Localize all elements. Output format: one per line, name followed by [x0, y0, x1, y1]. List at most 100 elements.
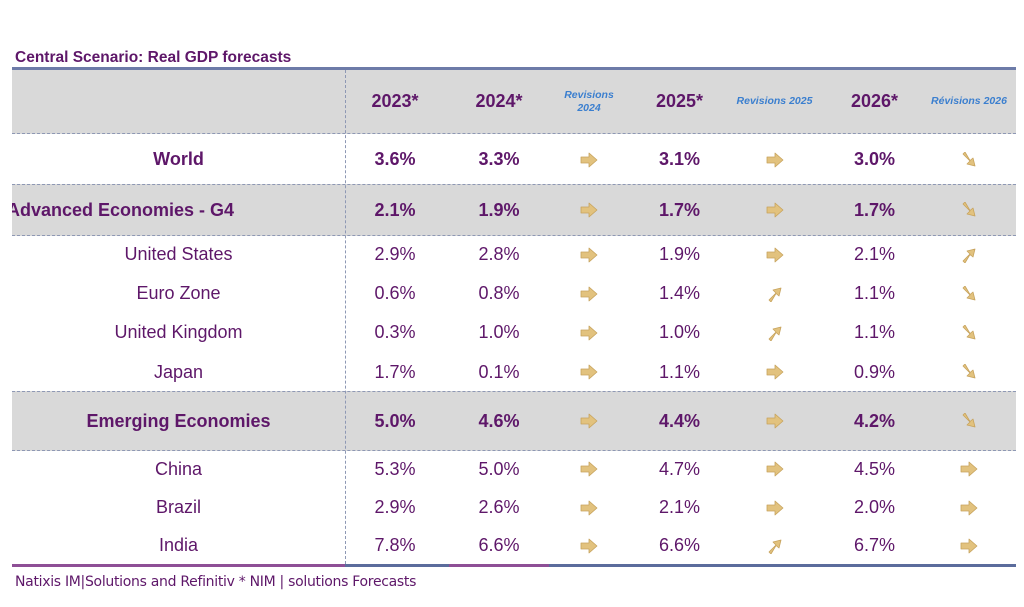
value-2025: 4.7% [658, 458, 701, 479]
arrow-right-icon [727, 450, 822, 488]
bottom-rule-segment [449, 564, 549, 567]
arrow-right-icon [922, 488, 1016, 527]
value-2023: 3.6% [374, 149, 416, 169]
value-2025: 4.4% [658, 410, 701, 431]
arrow-down-right-icon [922, 134, 1016, 185]
row-label: United States [124, 244, 233, 264]
table-row: Euro Zone 0.6% 0.8% 1.4% 1.1% [12, 274, 1016, 313]
value-2025: 2.1% [658, 497, 701, 517]
value-2023: 1.7% [374, 361, 416, 382]
value-2024: 5.0% [478, 458, 520, 479]
arrow-right-icon [549, 185, 629, 235]
bottom-rule-segment [549, 564, 1016, 567]
header-2025: 2025* [655, 91, 704, 111]
value-2023: 7.8% [374, 535, 416, 555]
arrow-down-right-icon [922, 185, 1016, 235]
top-rule [12, 67, 1016, 70]
value-2025: 1.4% [658, 283, 701, 303]
arrow-right-icon [549, 352, 629, 392]
row-label: Emerging Economies [86, 410, 271, 431]
arrow-right-icon [727, 352, 822, 392]
table-row: United States 2.9% 2.8% 1.9% 2.1% [12, 235, 1016, 274]
header-2023: 2023* [371, 91, 419, 111]
header-revisions-2024: Revisions 2024 [549, 70, 629, 133]
header-label [12, 70, 345, 133]
arrow-right-icon [727, 185, 822, 235]
arrow-right-icon [549, 450, 629, 488]
table-row: Emerging Economies 5.0% 4.6% 4.4% 4.2% [12, 391, 1016, 451]
value-2023: 0.6% [374, 283, 416, 303]
value-2025: 6.6% [658, 535, 701, 555]
header-row: 2023* 2024* Revisions 2024 2025* Revisio… [12, 70, 1016, 134]
value-2024: 1.0% [478, 322, 520, 342]
row-label: United Kingdom [114, 322, 243, 342]
value-2025: 1.1% [658, 361, 701, 382]
arrow-right-icon [549, 488, 629, 527]
bottom-rule-segment [345, 564, 449, 567]
value-2024: 1.9% [478, 199, 520, 220]
table-row: Advanced Economies - G4 2.1% 1.9% 1.7% 1.7% [12, 184, 1016, 236]
arrow-right-icon [727, 235, 822, 274]
arrow-down-right-icon [922, 352, 1016, 392]
arrow-right-icon [922, 527, 1016, 564]
row-label: World [153, 149, 204, 169]
row-label: Advanced Economies - G4 [12, 199, 235, 220]
arrow-up-right-icon [727, 527, 822, 564]
value-2023: 5.0% [374, 410, 416, 431]
arrow-up-right-icon [727, 313, 822, 352]
arrow-right-icon [549, 274, 629, 313]
arrow-up-right-icon [727, 274, 822, 313]
value-2026: 4.5% [853, 458, 896, 479]
arrow-right-icon [549, 392, 629, 450]
value-2024: 0.8% [478, 283, 520, 303]
header-revisions-2024-line2: 2024 [577, 101, 601, 114]
value-2026: 1.1% [853, 283, 896, 303]
arrow-right-icon [727, 392, 822, 450]
table-row: World 3.6% 3.3% 3.1% 3.0% [12, 134, 1016, 185]
value-2025: 1.9% [658, 244, 701, 264]
column-divider [345, 70, 346, 564]
arrow-down-right-icon [922, 274, 1016, 313]
header-revisions-2026: Révisions 2026 [931, 95, 1007, 107]
value-2025: 1.7% [658, 199, 701, 220]
value-2026: 6.7% [853, 535, 896, 555]
table-title: Central Scenario: Real GDP forecasts [15, 49, 292, 66]
arrow-right-icon [549, 134, 629, 185]
gdp-forecast-table: 2023* 2024* Revisions 2024 2025* Revisio… [12, 67, 1016, 567]
arrow-down-right-icon [922, 313, 1016, 352]
bottom-rule-segment [12, 564, 345, 567]
arrow-right-icon [727, 134, 822, 185]
value-2025: 1.0% [658, 322, 701, 342]
value-2023: 2.9% [374, 244, 416, 264]
arrow-down-right-icon [922, 392, 1016, 450]
value-2026: 0.9% [853, 361, 896, 382]
row-label: Japan [153, 361, 204, 382]
arrow-up-right-icon [922, 235, 1016, 274]
value-2024: 0.1% [478, 361, 520, 382]
arrow-right-icon [727, 488, 822, 527]
value-2026: 4.2% [853, 410, 896, 431]
value-2023: 2.9% [374, 497, 416, 517]
value-2023: 0.3% [374, 322, 416, 342]
table-row: United Kingdom 0.3% 1.0% 1.0% 1.1% [12, 313, 1016, 352]
value-2025: 3.1% [658, 149, 701, 169]
value-2026: 1.1% [853, 322, 896, 342]
source-footer: Natixis IM|Solutions and Refinitiv * NIM… [15, 574, 417, 590]
value-2024: 2.8% [478, 244, 520, 264]
value-2024: 2.6% [478, 497, 520, 517]
value-2026: 2.0% [853, 497, 896, 517]
arrow-right-icon [549, 313, 629, 352]
header-revisions-2024-line1: Revisions [564, 88, 614, 101]
header-2024: 2024* [475, 91, 523, 111]
value-2024: 6.6% [478, 535, 520, 555]
value-2026: 3.0% [853, 149, 896, 169]
value-2023: 5.3% [374, 458, 416, 479]
row-label: Brazil [155, 497, 201, 517]
header-2026: 2026* [850, 91, 899, 111]
arrow-right-icon [549, 235, 629, 274]
value-2024: 4.6% [478, 410, 520, 431]
value-2026: 1.7% [853, 199, 896, 220]
arrow-right-icon [922, 450, 1016, 488]
value-2024: 3.3% [478, 149, 520, 169]
arrow-right-icon [549, 527, 629, 564]
